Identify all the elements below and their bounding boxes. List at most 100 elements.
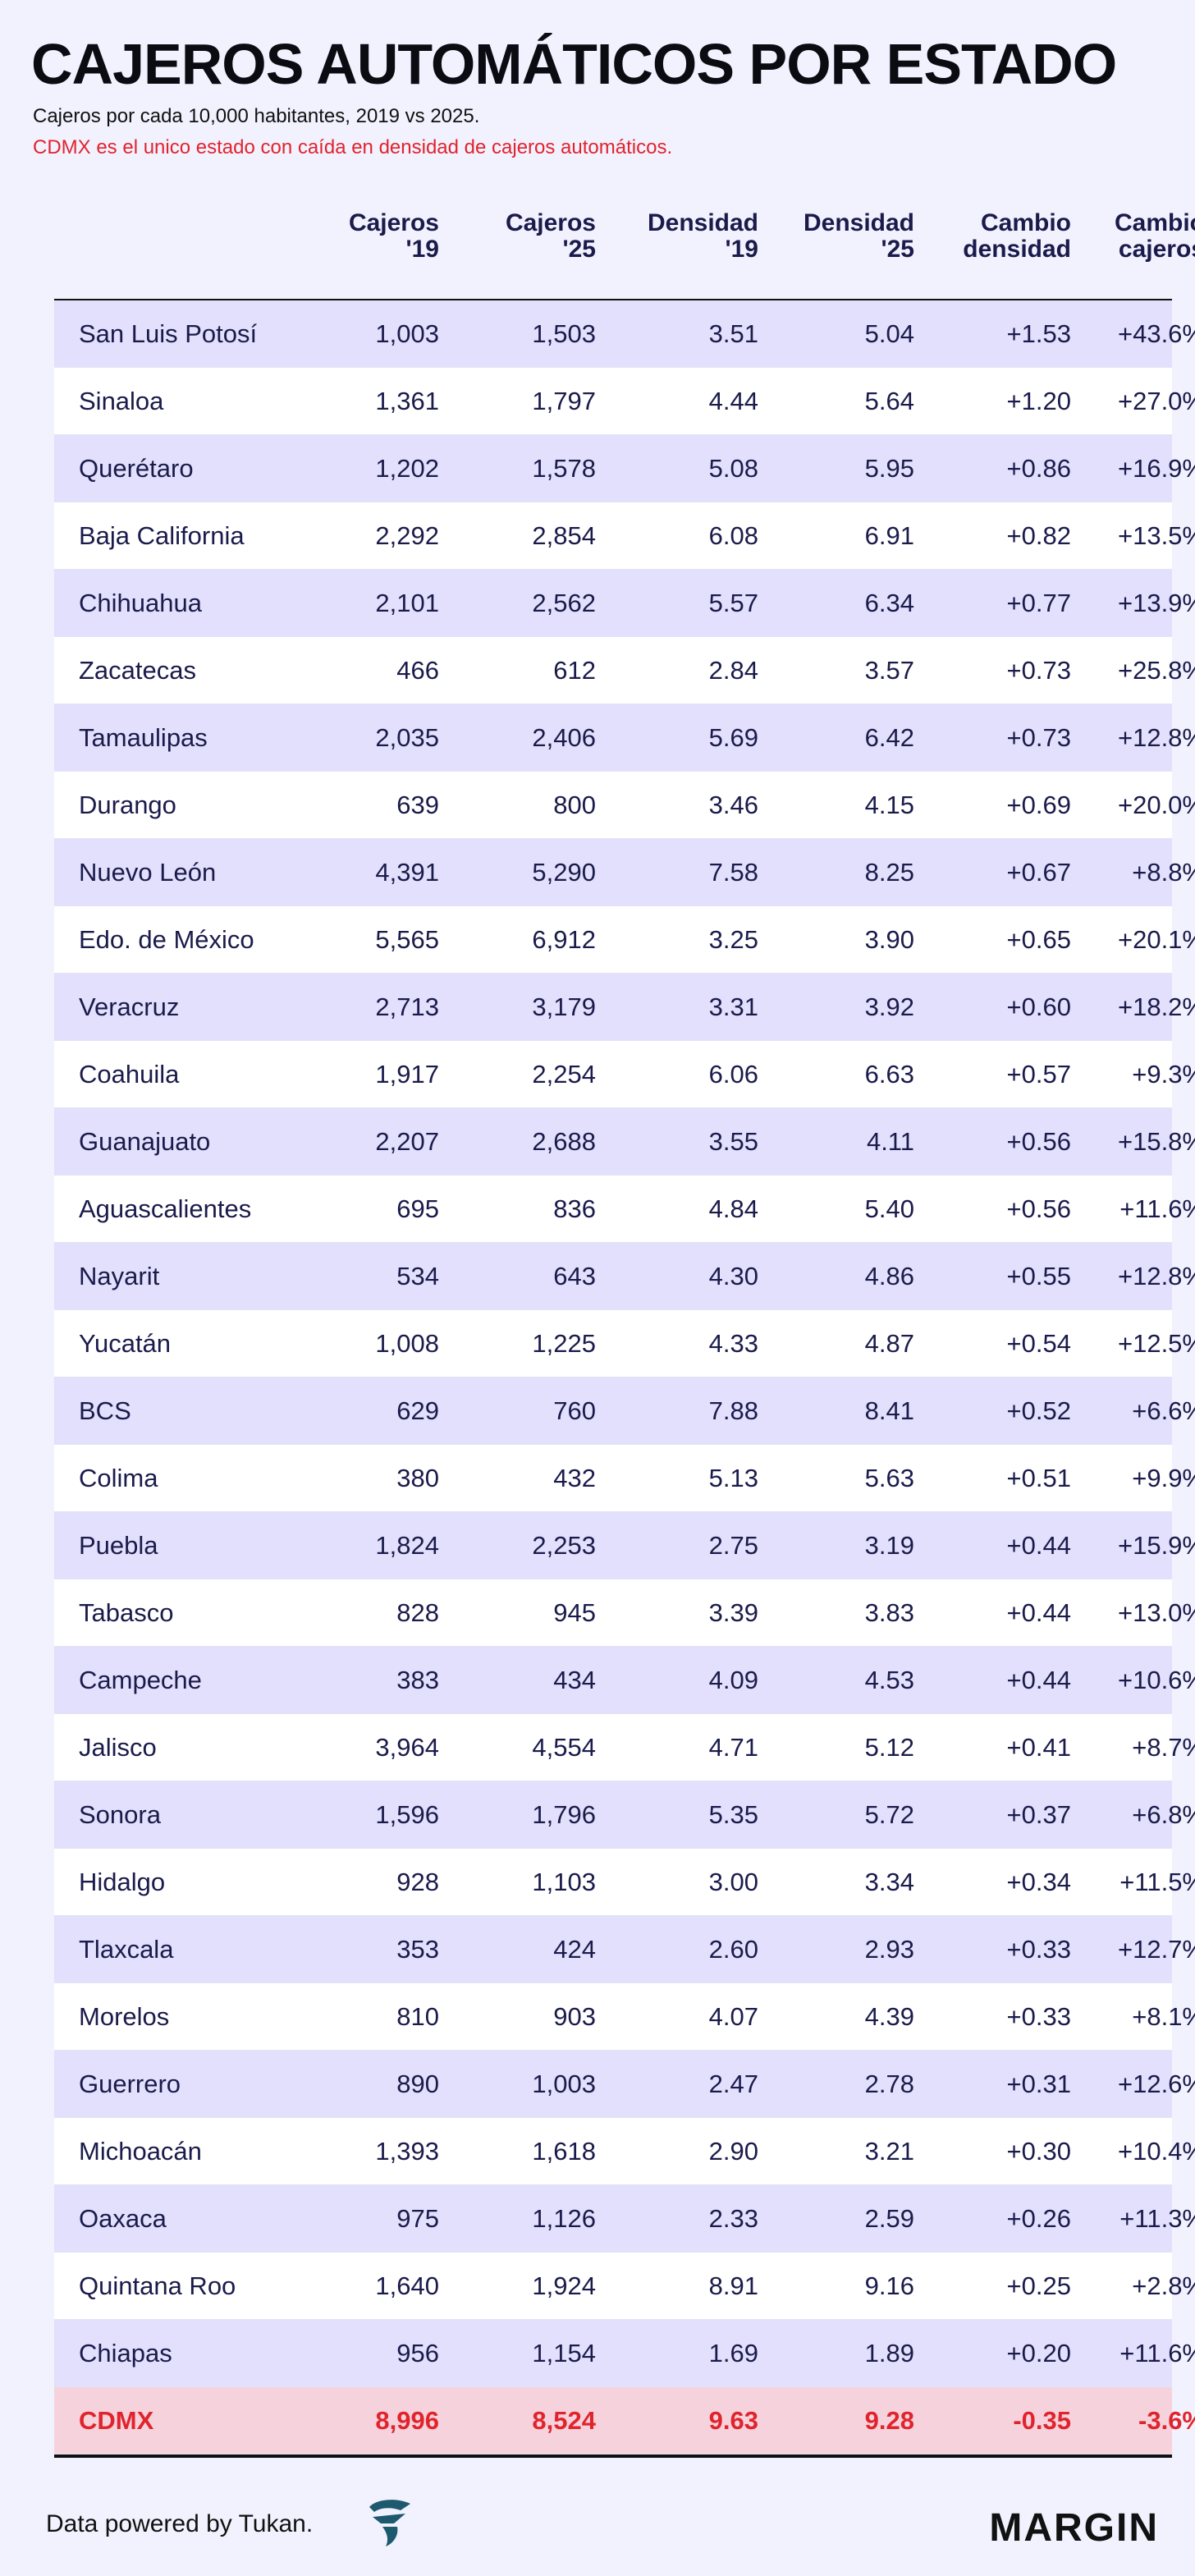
value-cell: 3.39	[708, 1598, 758, 1627]
value-cell: 2,562	[532, 589, 596, 617]
table-row: Querétaro 1,202 1,578 5.08 5.95 +0.86 +16.9%	[54, 435, 1195, 502]
table-row: Hidalgo 928 1,103 3.00 3.34 +0.34 +11.5%	[54, 1849, 1195, 1916]
value-cell: 3.31	[708, 992, 758, 1021]
value-cell: 5,565	[375, 925, 439, 954]
value-cell: 1,640	[375, 2271, 439, 2300]
value-cell: 383	[396, 1666, 439, 1694]
value-cell: 6.08	[708, 521, 758, 550]
table-row: Campeche 383 434 4.09 4.53 +0.44 +10.6%	[54, 1647, 1195, 1714]
value-cell: +11.6%	[1119, 1194, 1195, 1223]
bottom-rule	[54, 2455, 1172, 2458]
value-cell: 4.09	[708, 1666, 758, 1694]
value-cell: 1,126	[532, 2204, 596, 2233]
value-cell: 3.83	[864, 1598, 914, 1627]
value-cell: 928	[396, 1868, 439, 1896]
value-cell: 434	[553, 1666, 596, 1694]
value-cell: 1,202	[375, 454, 439, 483]
column-header: Cambio densidad	[914, 210, 1071, 263]
value-cell: +1.53	[1006, 319, 1071, 348]
state-name-cell: Puebla	[79, 1531, 158, 1560]
column-header: Densidad '19	[596, 210, 758, 263]
table-row: BCS 629 760 7.88 8.41 +0.52 +6.6%	[54, 1377, 1195, 1445]
value-cell: -0.35	[1013, 2406, 1071, 2435]
state-name-cell: Campeche	[79, 1666, 202, 1694]
value-cell: +0.37	[1006, 1800, 1071, 1829]
state-name-cell: Guerrero	[79, 2070, 181, 2098]
value-cell: +0.25	[1006, 2271, 1071, 2300]
value-cell: 3.90	[864, 925, 914, 954]
value-cell: 8.91	[708, 2271, 758, 2300]
column-header-line: '25	[562, 236, 596, 263]
margin-brand-logo: MARGIN	[989, 2506, 1159, 2550]
table-row: Quintana Roo 1,640 1,924 8.91 9.16 +0.25 +2.8%	[54, 2253, 1195, 2320]
table-row: Chihuahua 2,101 2,562 5.57 6.34 +0.77 +13.9%	[54, 570, 1195, 637]
value-cell: 5.69	[708, 723, 758, 752]
value-cell: +0.26	[1006, 2204, 1071, 2233]
value-cell: +0.20	[1006, 2339, 1071, 2367]
value-cell: 6.42	[864, 723, 914, 752]
value-cell: +0.69	[1006, 791, 1071, 819]
value-cell: +0.34	[1006, 1868, 1071, 1896]
state-name-cell: Querétaro	[79, 454, 194, 483]
value-cell: 2.33	[708, 2204, 758, 2233]
value-cell: +0.56	[1006, 1127, 1071, 1156]
state-name-cell: Durango	[79, 791, 176, 819]
table-row: Oaxaca 975 1,126 2.33 2.59 +0.26 +11.3%	[54, 2185, 1195, 2253]
column-header: Cambiocajeros	[1071, 210, 1195, 263]
table-row: Sinaloa 1,361 1,797 4.44 5.64 +1.20 +27.0%	[54, 368, 1195, 435]
value-cell: 2.90	[708, 2137, 758, 2166]
table-row: Tlaxcala 353 424 2.60 2.93 +0.33 +12.7%	[54, 1916, 1195, 1983]
source-credit: Data powered by Tukan.	[46, 2510, 314, 2537]
value-cell: +0.67	[1006, 858, 1071, 887]
value-cell: 4.30	[708, 1262, 758, 1290]
value-cell: 1,103	[532, 1868, 596, 1896]
table-body: San Luis Potosí 1,003 1,503 3.51 5.04 +1.53 +4…	[54, 300, 1195, 2455]
state-name-cell: CDMX	[79, 2406, 154, 2435]
value-cell: 3.25	[708, 925, 758, 954]
value-cell: 6.34	[864, 589, 914, 617]
table-row: Nuevo León 4,391 5,290 7.58 8.25 +0.67 +8.8%	[54, 839, 1195, 906]
value-cell: 534	[396, 1262, 439, 1290]
value-cell: 2.47	[708, 2070, 758, 2098]
table-row: Puebla 1,824 2,253 2.75 3.19 +0.44 +15.9%	[54, 1512, 1195, 1579]
value-cell: 4.07	[708, 2002, 758, 2031]
column-header: Densidad '25	[758, 210, 914, 263]
value-cell: +11.5%	[1119, 1868, 1195, 1896]
value-cell: 2.59	[864, 2204, 914, 2233]
value-cell: +0.55	[1006, 1262, 1071, 1290]
value-cell: 3.57	[864, 656, 914, 685]
value-cell: 3,964	[375, 1733, 439, 1762]
value-cell: 7.58	[708, 858, 758, 887]
table-row: Guerrero 890 1,003 2.47 2.78 +0.31 +12.6%	[54, 2051, 1195, 2118]
value-cell: 836	[553, 1194, 596, 1223]
value-cell: +15.8%	[1117, 1127, 1195, 1156]
value-cell: 975	[396, 2204, 439, 2233]
table-row: Guanajuato 2,207 2,688 3.55 4.11 +0.56 +15.8%	[54, 1108, 1195, 1176]
page-subtitle: Cajeros por cada 10,000 habitantes, 2019…	[33, 105, 480, 127]
value-cell: 1.69	[708, 2339, 758, 2367]
value-cell: 5.04	[864, 319, 914, 348]
value-cell: 1.89	[864, 2339, 914, 2367]
state-name-cell: Oaxaca	[79, 2204, 167, 2233]
value-cell: +0.82	[1006, 521, 1071, 550]
value-cell: 5.95	[864, 454, 914, 483]
value-cell: 9.63	[708, 2406, 758, 2435]
state-name-cell: Chihuahua	[79, 589, 202, 617]
state-name-cell: Guanajuato	[79, 1127, 211, 1156]
value-cell: 643	[553, 1262, 596, 1290]
value-cell: 4,391	[375, 858, 439, 887]
column-header-line: Cajeros	[505, 209, 596, 236]
value-cell: +18.2%	[1117, 992, 1195, 1021]
value-cell: +0.33	[1006, 2002, 1071, 2031]
value-cell: 2.60	[708, 1935, 758, 1964]
value-cell: 945	[553, 1598, 596, 1627]
value-cell: +12.7%	[1117, 1935, 1195, 1964]
value-cell: +8.1%	[1132, 2002, 1195, 2031]
value-cell: 5,290	[532, 858, 596, 887]
value-cell: 3.51	[708, 319, 758, 348]
table-row: Tabasco 828 945 3.39 3.83 +0.44 +13.0%	[54, 1579, 1195, 1647]
table-row: Morelos 810 903 4.07 4.39 +0.33 +8.1%	[54, 1983, 1195, 2051]
value-cell: +9.9%	[1132, 1464, 1195, 1492]
table-row: Veracruz 2,713 3,179 3.31 3.92 +0.60 +18.2%	[54, 974, 1195, 1041]
value-cell: +12.8%	[1117, 1262, 1195, 1290]
